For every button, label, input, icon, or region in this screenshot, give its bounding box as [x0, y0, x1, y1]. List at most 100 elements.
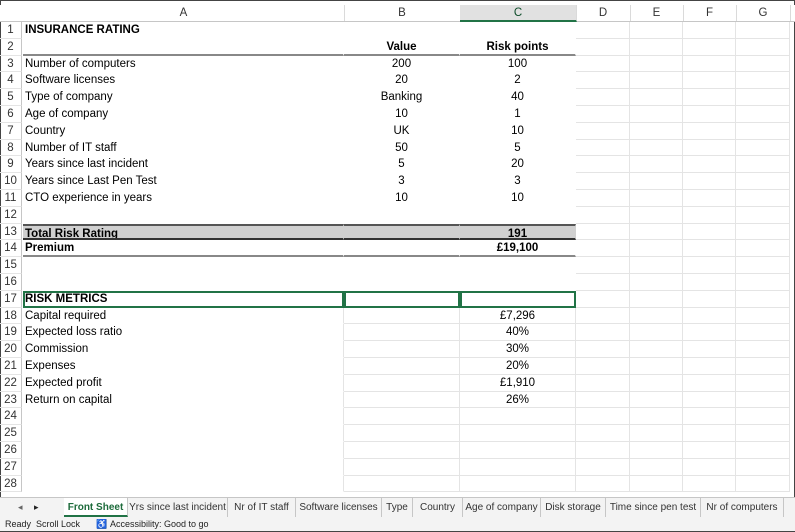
cell-b4[interactable]: 20 [395, 74, 408, 87]
cell-d25[interactable] [576, 425, 630, 442]
cell-e16[interactable] [630, 274, 683, 291]
cell-a14[interactable]: Premium [23, 240, 344, 258]
cell-f3[interactable] [683, 55, 736, 73]
cell-d18[interactable] [576, 307, 630, 325]
cell-d15[interactable] [576, 257, 630, 274]
cell-g8[interactable] [736, 139, 790, 157]
cell-c12[interactable] [460, 207, 576, 224]
cell-e11[interactable] [630, 190, 683, 207]
row-header[interactable]: 19 [0, 324, 22, 342]
cell-e7[interactable] [630, 122, 683, 140]
cell-b11[interactable]: 10 [395, 192, 408, 204]
cell-c5[interactable]: 40 [511, 91, 524, 104]
sheet-tab[interactable]: Front Sheet [64, 498, 128, 517]
cell-c4[interactable]: 2 [514, 74, 521, 87]
cell-f27[interactable] [683, 458, 736, 476]
cell-a9[interactable]: Years since last incident [25, 158, 148, 171]
cell-b17[interactable] [344, 290, 460, 308]
cell-e19[interactable] [630, 324, 683, 342]
cell-g21[interactable] [736, 358, 790, 375]
cell-f11[interactable] [683, 190, 736, 207]
cell-g14[interactable] [736, 240, 790, 258]
cell-g26[interactable] [736, 442, 790, 459]
cell-e4[interactable] [630, 72, 683, 90]
row-header[interactable]: 13 [0, 223, 22, 241]
cell-c8[interactable]: 5 [514, 141, 521, 154]
row-header[interactable]: 16 [0, 274, 22, 291]
cell-f15[interactable] [683, 257, 736, 274]
cell-f1[interactable] [683, 22, 736, 39]
column-header-d[interactable]: D [576, 5, 631, 21]
cell-g27[interactable] [736, 458, 790, 476]
cell-a18[interactable]: Capital required [23, 307, 344, 325]
cell-d20[interactable] [576, 341, 630, 358]
cell-g6[interactable] [736, 106, 790, 123]
status-accessibility[interactable]: Accessibility: Good to go [110, 519, 209, 529]
cell-e23[interactable] [630, 391, 683, 409]
cell-c11[interactable]: 10 [511, 192, 524, 204]
cell-e10[interactable] [630, 173, 683, 190]
cell-d28[interactable] [576, 475, 630, 492]
sheet-tab[interactable]: Time since pen test [606, 498, 701, 517]
cell-a23[interactable]: Return on capital [23, 391, 344, 409]
cell-b19[interactable] [344, 324, 460, 342]
cell-d2[interactable] [576, 38, 630, 56]
cell-f9[interactable] [683, 156, 736, 174]
cell-a17[interactable]: RISK METRICS [23, 290, 344, 308]
cell-d26[interactable] [576, 442, 630, 459]
cell-b26[interactable] [344, 442, 460, 459]
cell-a11[interactable]: CTO experience in years [25, 192, 152, 204]
cell-c18[interactable]: £7,296 [460, 307, 576, 325]
cell-c3[interactable]: 100 [507, 57, 528, 70]
cell-c27[interactable] [460, 458, 576, 476]
cell-a21[interactable]: Expenses [23, 358, 344, 375]
row-header[interactable]: 14 [0, 240, 22, 258]
cell-g22[interactable] [736, 374, 790, 392]
cell-a26[interactable] [23, 442, 344, 459]
cell-a13[interactable]: Total Risk Rating [23, 223, 344, 241]
cell-b1[interactable] [344, 22, 460, 39]
cell-e9[interactable] [630, 156, 683, 174]
cell-f21[interactable] [683, 358, 736, 375]
cell-a28[interactable] [23, 475, 344, 492]
cell-e25[interactable] [630, 425, 683, 442]
cell-d22[interactable] [576, 374, 630, 392]
cell-d27[interactable] [576, 458, 630, 476]
cell-c15[interactable] [460, 257, 576, 274]
cell-g16[interactable] [736, 274, 790, 291]
cell-b24[interactable] [344, 408, 460, 426]
cell-f7[interactable] [683, 122, 736, 140]
sheet-tab[interactable]: Age of company [463, 498, 541, 517]
cell-a5[interactable]: Type of company [25, 91, 113, 104]
column-header-b[interactable]: B [344, 5, 461, 21]
cell-f18[interactable] [683, 307, 736, 325]
cell-d6[interactable] [576, 106, 630, 123]
cell-g10[interactable] [736, 173, 790, 190]
cell-b27[interactable] [344, 458, 460, 476]
column-header-f[interactable]: F [683, 5, 737, 21]
column-header-g[interactable]: G [736, 5, 791, 21]
cell-b5[interactable]: Banking [380, 91, 423, 104]
cell-e3[interactable] [630, 55, 683, 73]
sheet-tab[interactable]: Type [382, 498, 413, 517]
cell-e1[interactable] [630, 22, 683, 39]
row-header[interactable]: 26 [0, 442, 22, 459]
cell-c22[interactable]: £1,910 [460, 374, 576, 392]
cell-c24[interactable] [460, 408, 576, 426]
cell-d12[interactable] [576, 206, 630, 224]
sheet-tab[interactable]: Nr of computers [701, 498, 784, 517]
row-header[interactable]: 28 [0, 475, 22, 492]
cell-g1[interactable] [736, 22, 790, 39]
cell-c23[interactable]: 26% [460, 391, 576, 409]
cell-e2[interactable] [630, 38, 683, 56]
cell-e5[interactable] [630, 89, 683, 106]
cell-g18[interactable] [736, 307, 790, 325]
cell-f8[interactable] [683, 139, 736, 157]
cell-b2[interactable]: Value [344, 39, 460, 56]
cell-d11[interactable] [576, 190, 630, 207]
cell-c19[interactable]: 40% [460, 324, 576, 342]
cell-g24[interactable] [736, 408, 790, 426]
cell-f4[interactable] [683, 72, 736, 90]
cell-c6[interactable]: 1 [514, 108, 521, 120]
row-header[interactable]: 11 [0, 190, 22, 207]
